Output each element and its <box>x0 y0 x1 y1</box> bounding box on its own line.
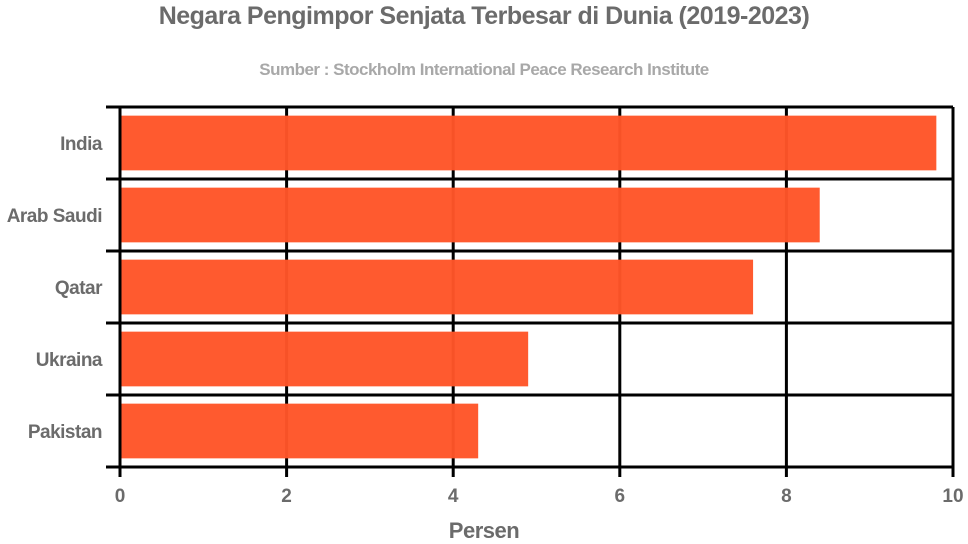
bar-ukraina <box>120 331 529 387</box>
y-tick-label: Arab Saudi <box>7 206 102 227</box>
x-axis-tick-labels: 0 2 4 6 8 10 <box>115 486 964 507</box>
y-tick-label: Pakistan <box>28 422 102 443</box>
x-tick-label: 6 <box>615 486 626 507</box>
y-tick-label: Qatar <box>55 278 103 299</box>
x-tick-label: 2 <box>281 486 292 507</box>
x-tick-label: 0 <box>115 486 126 507</box>
y-axis-tick-labels: India Arab Saudi Qatar Ukraina Pakistan <box>7 134 104 443</box>
chart-title: Negara Pengimpor Senjata Terbesar di Dun… <box>158 2 810 30</box>
x-tick-label: 8 <box>781 486 792 507</box>
x-tick-label: 10 <box>942 486 963 507</box>
x-tick-label: 4 <box>448 486 459 507</box>
bar-arab-saudi <box>120 187 820 243</box>
x-axis-label: Persen <box>448 518 520 543</box>
bar-india <box>120 115 937 171</box>
y-tick-label: Ukraina <box>36 350 103 371</box>
y-tick-label: India <box>60 134 103 155</box>
bars <box>120 115 937 459</box>
chart-subtitle: Sumber : Stockholm International Peace R… <box>259 60 709 79</box>
bar-pakistan <box>120 403 479 459</box>
bar-qatar <box>120 259 754 315</box>
